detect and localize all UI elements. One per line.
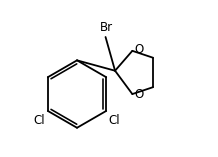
Text: O: O — [135, 88, 144, 101]
Text: O: O — [135, 43, 144, 57]
Text: Br: Br — [100, 21, 113, 34]
Text: Cl: Cl — [109, 114, 120, 127]
Text: Cl: Cl — [34, 114, 45, 127]
